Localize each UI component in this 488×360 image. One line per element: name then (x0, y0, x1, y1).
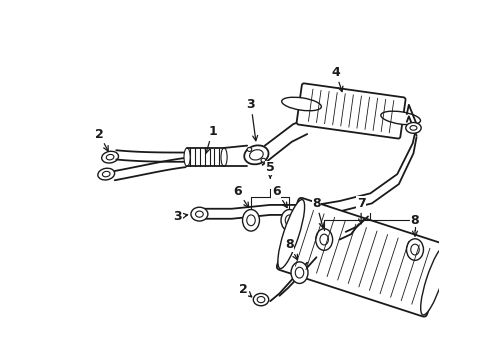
Ellipse shape (281, 210, 297, 231)
Ellipse shape (246, 215, 255, 226)
Ellipse shape (102, 171, 110, 177)
Text: 5: 5 (265, 161, 274, 178)
Text: 6: 6 (233, 185, 248, 208)
Ellipse shape (190, 207, 207, 221)
Ellipse shape (221, 148, 226, 166)
Ellipse shape (410, 244, 418, 255)
Ellipse shape (257, 297, 264, 303)
Ellipse shape (195, 211, 203, 217)
Ellipse shape (319, 234, 328, 245)
FancyBboxPatch shape (296, 84, 405, 139)
Ellipse shape (253, 293, 268, 306)
Text: 3: 3 (173, 210, 187, 223)
Ellipse shape (295, 267, 303, 278)
Ellipse shape (244, 145, 268, 164)
Ellipse shape (405, 122, 420, 133)
Ellipse shape (281, 97, 321, 111)
Ellipse shape (315, 229, 332, 250)
Ellipse shape (420, 246, 447, 315)
Ellipse shape (290, 262, 307, 283)
Text: 2: 2 (239, 283, 251, 297)
Ellipse shape (285, 215, 293, 226)
Ellipse shape (277, 199, 304, 269)
Ellipse shape (183, 148, 190, 166)
Text: 2: 2 (95, 127, 108, 151)
Ellipse shape (98, 168, 114, 180)
Ellipse shape (406, 239, 423, 260)
Ellipse shape (102, 151, 118, 163)
Ellipse shape (246, 148, 251, 152)
Text: 6: 6 (271, 185, 286, 208)
Ellipse shape (380, 111, 420, 125)
Text: 8: 8 (410, 214, 419, 236)
Text: 8: 8 (285, 238, 297, 260)
Ellipse shape (409, 126, 416, 130)
Ellipse shape (106, 154, 114, 160)
Ellipse shape (242, 210, 259, 231)
Text: 8: 8 (311, 197, 324, 228)
Text: 7: 7 (356, 197, 365, 224)
Ellipse shape (261, 158, 265, 162)
Text: 4: 4 (331, 66, 342, 91)
Text: 3: 3 (246, 98, 257, 141)
Ellipse shape (249, 150, 263, 160)
Text: 1: 1 (204, 125, 217, 153)
FancyBboxPatch shape (276, 198, 447, 317)
